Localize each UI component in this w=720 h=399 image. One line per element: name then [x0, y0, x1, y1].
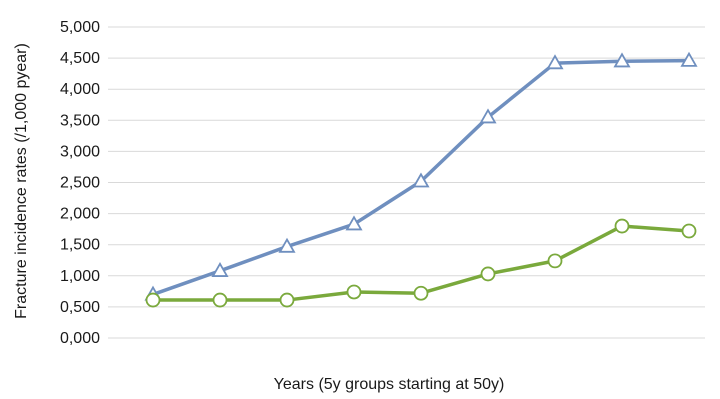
y-tick-label: 5,000 — [60, 19, 100, 36]
data-point-triangle — [479, 108, 497, 124]
data-point-triangle — [278, 237, 296, 253]
y-tick-label: 1,500 — [60, 237, 100, 254]
data-point-circle — [212, 292, 228, 308]
data-point-triangle — [345, 215, 363, 231]
data-point-circle — [346, 284, 362, 300]
y-tick-label: 3,500 — [60, 112, 100, 129]
data-point-triangle — [412, 172, 430, 188]
series-1 — [144, 51, 698, 301]
x-axis-title: Years (5y groups starting at 50y) — [274, 376, 505, 393]
y-tick-label: 2,500 — [60, 175, 100, 192]
data-point-circle — [279, 292, 295, 308]
y-tick-labels: 0,000 0,500 1,000 1,500 2,000 2,500 3,000 3,500… — [60, 19, 100, 347]
data-point-circle — [681, 223, 697, 239]
y-tick-label: 4,500 — [60, 50, 100, 67]
y-tick-label: 0,500 — [60, 299, 100, 316]
data-point-circle — [413, 285, 429, 301]
data-point-triangle — [211, 262, 229, 277]
y-tick-label: 4,000 — [60, 81, 100, 98]
y-tick-label: 3,000 — [60, 143, 100, 160]
data-point-circle — [145, 292, 161, 308]
y-tick-label: 0,000 — [60, 330, 100, 347]
series-2 — [145, 218, 697, 308]
y-axis-title: Fracture incidence rates (/1,000 pyear) — [13, 43, 30, 319]
data-point-triangle — [680, 51, 698, 67]
y-tick-label: 1,000 — [60, 268, 100, 285]
data-point-circle — [547, 253, 563, 269]
data-point-circle — [614, 218, 630, 234]
data-point-circle — [480, 266, 496, 282]
y-tick-label: 2,000 — [60, 206, 100, 223]
data-point-triangle — [613, 52, 631, 68]
data-point-triangle — [546, 54, 564, 70]
series-lines — [144, 51, 698, 308]
